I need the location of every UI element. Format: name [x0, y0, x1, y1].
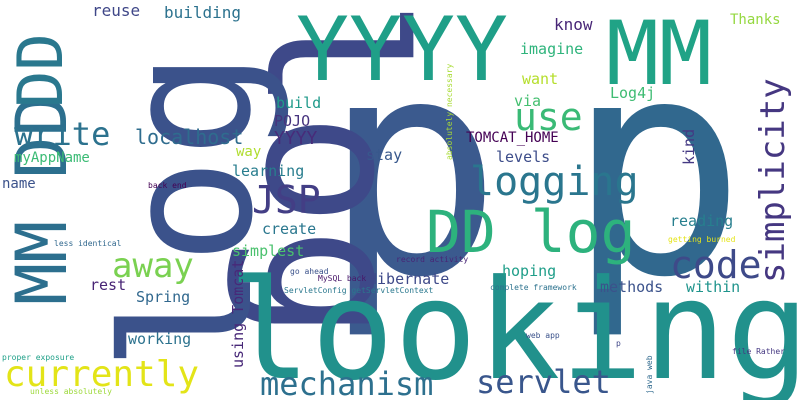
word: kind — [680, 129, 698, 165]
word: record activity — [396, 255, 468, 264]
word: ServletConfig getServletContext — [284, 286, 433, 295]
word: reading — [670, 212, 733, 230]
word: building — [164, 3, 241, 22]
word: DD — [4, 33, 77, 108]
word: want — [522, 70, 558, 88]
word: JSP — [252, 178, 321, 222]
word: imagine — [520, 40, 583, 58]
word: localhost — [135, 125, 243, 149]
word: simplest — [232, 242, 304, 260]
word: unless absolutely — [30, 387, 112, 396]
word: web app — [526, 331, 560, 340]
word: create — [262, 220, 316, 238]
word: way — [236, 144, 261, 160]
word: YYYY — [296, 0, 508, 101]
word: proper exposure — [2, 353, 74, 362]
word: levels — [496, 148, 550, 166]
word: less identical — [54, 239, 122, 248]
word: getting burned — [668, 235, 736, 244]
word: Log4j — [610, 84, 655, 102]
word: Thanks — [730, 12, 781, 28]
word: know — [554, 15, 593, 34]
word: back end — [148, 181, 187, 190]
word: mechanism — [260, 365, 433, 400]
word: myAppName — [14, 150, 90, 166]
word: Spring — [136, 288, 190, 306]
word: reuse — [92, 1, 140, 20]
word: YYYY — [274, 128, 318, 149]
word: simplicity — [753, 78, 793, 283]
word: stay — [366, 146, 402, 164]
word: within — [686, 278, 740, 296]
word: servlet — [476, 363, 611, 400]
word: absolutely necessary — [445, 63, 454, 160]
word: hoping — [502, 262, 556, 280]
word: java web — [645, 355, 654, 394]
word: complete framework — [490, 283, 577, 292]
word: name — [2, 176, 36, 192]
word: methods — [600, 278, 663, 296]
word: POJO — [274, 112, 310, 130]
word: rest — [90, 276, 126, 294]
word: MySQL back — [318, 274, 366, 283]
word: p — [616, 339, 621, 348]
word: write — [14, 115, 110, 153]
word: file Rather — [732, 347, 785, 356]
word: via — [514, 92, 541, 110]
word: build — [276, 94, 321, 112]
word: learning — [232, 162, 304, 180]
word: working — [128, 330, 191, 348]
word: using Tomcat — [229, 260, 247, 368]
word: TOMCAT_HOME — [466, 130, 559, 146]
